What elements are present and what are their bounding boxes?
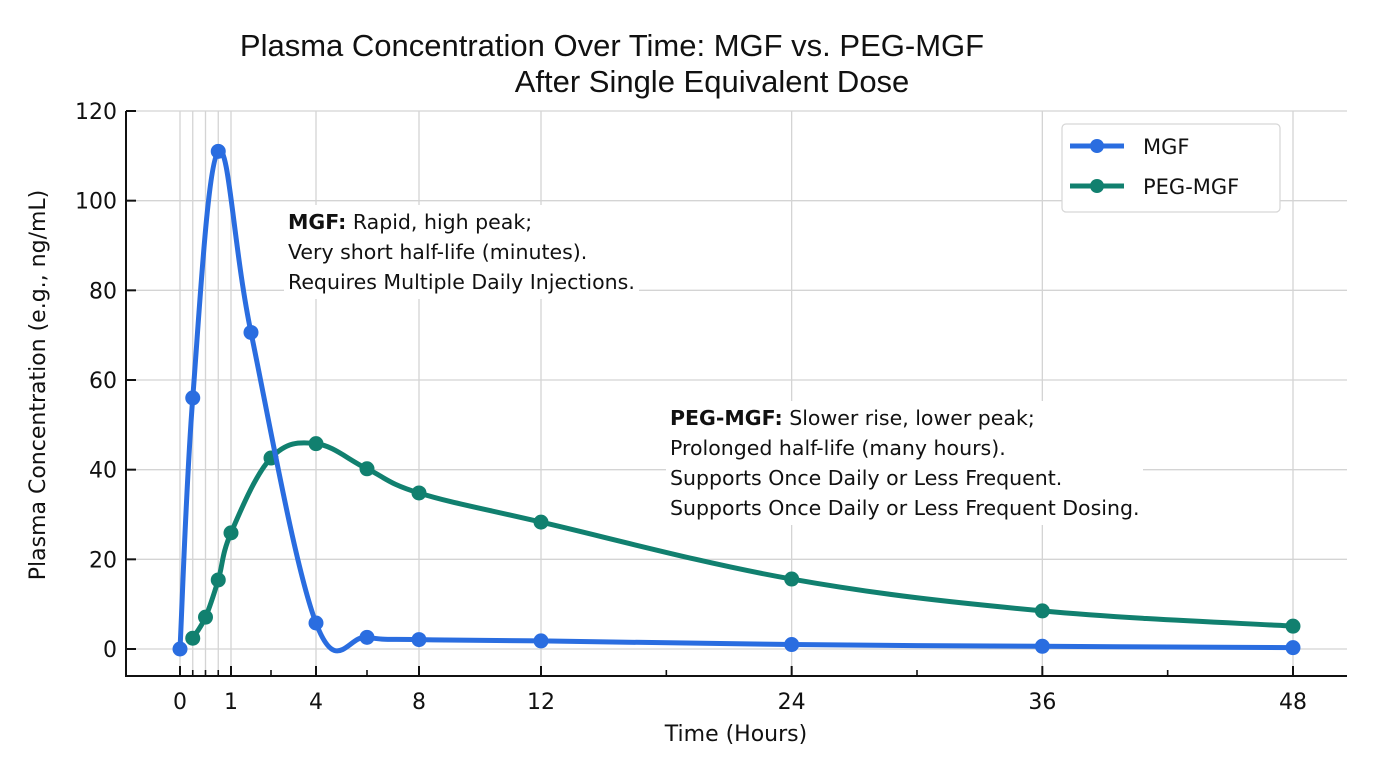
data-point-peg-mgf	[533, 514, 549, 530]
legend-marker-mgf	[1090, 139, 1104, 153]
data-point-mgf	[533, 633, 549, 649]
data-point-peg-mgf	[223, 525, 239, 541]
annotation-mgf-bold: MGF:	[288, 210, 347, 234]
legend-label-peg-mgf: PEG-MGF	[1143, 175, 1239, 199]
y-tick-label: 40	[89, 459, 117, 484]
series-layer	[172, 143, 1301, 657]
data-point-mgf	[243, 324, 259, 340]
annotation-peg-line-4: Supports Once Daily or Less Frequent Dos…	[670, 496, 1140, 520]
data-point-peg-mgf	[1285, 618, 1301, 634]
y-tick-label: 100	[75, 190, 117, 215]
x-tick-label: 12	[527, 690, 555, 715]
data-point-mgf	[185, 390, 201, 406]
x-tick-label: 36	[1028, 690, 1056, 715]
x-tick-label: 48	[1279, 690, 1307, 715]
data-point-peg-mgf	[210, 572, 226, 588]
legend: MGF PEG-MGF	[1061, 123, 1281, 213]
y-tick-label: 0	[103, 638, 117, 663]
series-line-mgf	[177, 148, 1296, 654]
annotation-peg-text-1: Slower rise, lower peak;	[789, 406, 1035, 430]
legend-marker-peg-mgf	[1090, 179, 1104, 193]
data-point-peg-mgf	[1034, 603, 1050, 619]
chart-subtitle: After Single Equivalent Dose	[515, 64, 910, 99]
annotation-mgf-line-2: Very short half-life (minutes).	[288, 240, 588, 264]
data-point-mgf	[210, 143, 226, 159]
data-point-mgf	[1285, 640, 1301, 656]
x-tick-label: 24	[778, 690, 806, 715]
annotation-peg-line-3: Supports Once Daily or Less Frequent.	[670, 466, 1063, 490]
data-point-mgf	[411, 632, 427, 648]
data-point-peg-mgf	[185, 630, 201, 646]
y-tick-label: 20	[89, 548, 117, 573]
data-point-mgf	[784, 637, 800, 653]
data-point-peg-mgf	[198, 609, 213, 625]
y-tick-label: 60	[89, 369, 117, 394]
data-point-peg-mgf	[308, 436, 324, 452]
chart-title: Plasma Concentration Over Time: MGF vs. …	[240, 28, 984, 63]
annotation-peg-mgf: PEG-MGF: Slower rise, lower peak; Prolon…	[666, 401, 1144, 525]
data-point-peg-mgf	[359, 461, 375, 477]
data-point-mgf	[1034, 638, 1050, 654]
annotation-mgf-line-1: MGF: Rapid, high peak;	[288, 207, 635, 237]
annotation-peg-line-2: Prolonged half-life (many hours).	[670, 436, 1006, 460]
annotation-peg-bold: PEG-MGF:	[670, 406, 783, 430]
annotation-peg-line-1: PEG-MGF: Slower rise, lower peak;	[670, 403, 1139, 433]
data-point-peg-mgf	[784, 571, 800, 587]
x-tick-label: 1	[224, 690, 238, 715]
y-tick-label: 80	[89, 279, 117, 304]
data-point-mgf	[172, 641, 188, 657]
data-point-mgf	[359, 629, 375, 645]
x-tick-label: 4	[309, 690, 323, 715]
x-tick-label: 0	[173, 690, 187, 715]
x-axis-label: Time (Hours)	[664, 722, 807, 747]
annotation-mgf-text-1: Rapid, high peak;	[352, 210, 533, 234]
y-tick-label: 120	[75, 100, 117, 125]
axes	[125, 111, 1347, 677]
y-axis-label: Plasma Concentration (e.g., ng/mL)	[26, 190, 51, 581]
data-point-peg-mgf	[411, 485, 427, 501]
annotation-mgf-line-3: Requires Multiple Daily Injections.	[288, 270, 635, 294]
legend-label-mgf: MGF	[1143, 135, 1189, 159]
x-tick-label: 8	[412, 690, 426, 715]
data-point-mgf	[308, 615, 324, 631]
annotation-mgf: MGF: Rapid, high peak; Very short half-l…	[284, 205, 639, 299]
